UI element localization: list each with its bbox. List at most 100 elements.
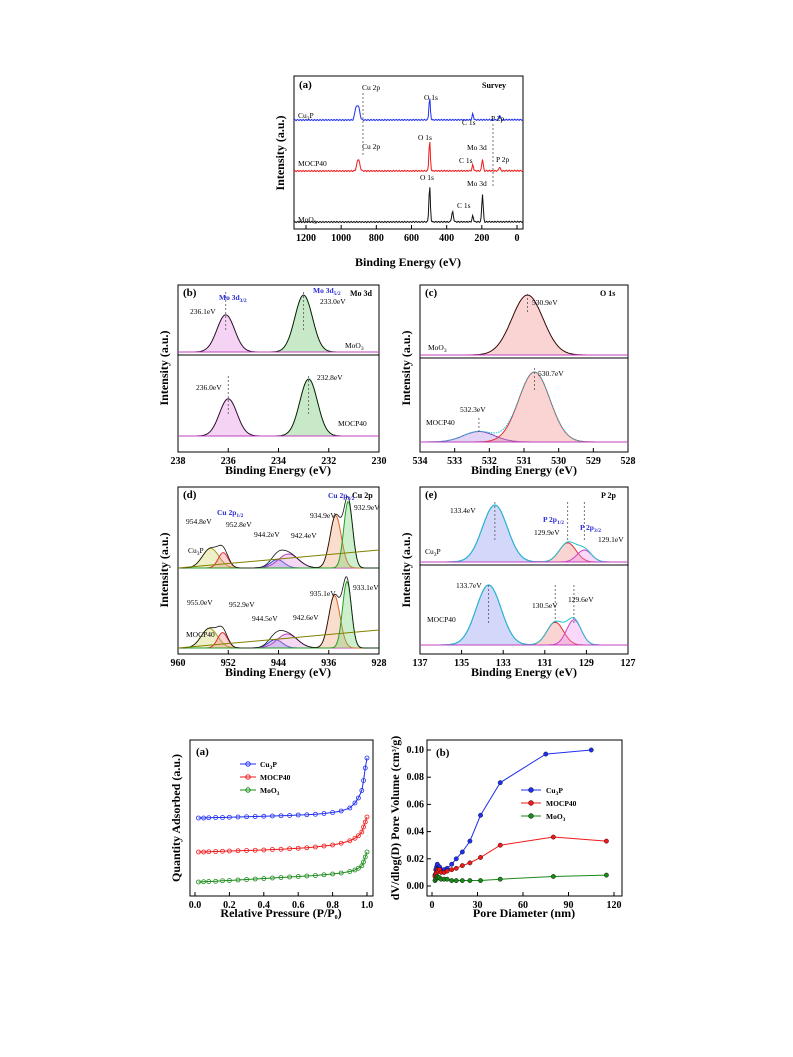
annotation: 532.3eV — [460, 405, 486, 414]
annotation: 133.7eV — [456, 581, 482, 590]
baseline — [177, 629, 380, 649]
x-axis-label: Binding Energy (eV) — [225, 665, 331, 679]
annotation: 952.8eV — [226, 520, 252, 529]
data-point — [235, 877, 241, 883]
x-tick-label: 234 — [271, 456, 286, 467]
x-tick-label: 135 — [454, 658, 469, 669]
annotation: C 1s — [457, 201, 471, 210]
data-point — [201, 849, 207, 855]
x-tick-label: 534 — [413, 456, 428, 467]
panel-label: (e) — [425, 489, 438, 501]
data-point — [278, 813, 284, 819]
legend-marker — [528, 800, 534, 806]
data-point — [269, 813, 275, 819]
legend-marker — [528, 787, 534, 793]
data-point — [261, 876, 267, 881]
data-point — [459, 863, 465, 868]
data-point — [201, 815, 207, 821]
y-tick-label: 0.04 — [407, 827, 425, 838]
y-axis-label: Intensity (a.u.) — [399, 532, 413, 607]
data-point — [449, 867, 455, 873]
data-point — [213, 815, 219, 820]
series-moo3 — [198, 851, 368, 883]
annotation: Cu 2p — [362, 142, 380, 151]
annotation: 944.5eV — [252, 614, 278, 623]
x-tick-label: 0.8 — [326, 900, 339, 911]
x-tick-label: 952 — [221, 658, 236, 669]
data-point — [347, 869, 353, 874]
panel-label: (d) — [183, 489, 197, 501]
data-point — [312, 811, 318, 817]
x-tick-label: 800 — [369, 233, 384, 244]
panel-label: (a) — [196, 746, 209, 758]
data-point — [196, 815, 201, 821]
data-point — [295, 874, 301, 879]
annotation: P 2p — [496, 155, 510, 164]
data-point — [244, 814, 250, 820]
data-point — [449, 861, 455, 867]
data-point — [497, 780, 503, 786]
data-point — [252, 876, 258, 882]
y-tick-label: 0.02 — [407, 854, 425, 865]
annotation: 530.7eV — [538, 369, 564, 378]
data-point — [467, 860, 473, 866]
data-point — [235, 848, 241, 854]
annotation: 932.9eV — [354, 503, 380, 512]
annotation: 133.4eV — [450, 506, 476, 515]
legend-label: Cu3P — [260, 760, 277, 771]
annotation: Mo 3d — [467, 143, 487, 152]
x-tick-label: 529 — [586, 456, 601, 467]
panel-label: (a) — [299, 79, 312, 91]
data-point — [261, 847, 267, 853]
annotation: 944.2eV — [254, 530, 280, 539]
x-tick-label: 60 — [518, 900, 528, 911]
data-point — [220, 848, 225, 854]
data-point — [213, 849, 219, 854]
annotation: 934.9eV — [310, 511, 336, 520]
annotation: 233.0eV — [320, 297, 346, 306]
data-point — [312, 873, 318, 878]
series-label: MoO3 — [345, 341, 364, 352]
series-label: Cu3P — [188, 546, 204, 557]
chart-title: Survey — [482, 81, 506, 90]
data-point — [278, 846, 284, 852]
x-tick-label: 131 — [537, 658, 552, 669]
data-point — [459, 849, 465, 855]
y-tick-label: 0.08 — [407, 772, 425, 783]
chart-title: P 2p — [601, 491, 616, 500]
data-point — [444, 876, 450, 882]
data-point — [206, 879, 212, 884]
annotation: Mo 3d5/2 — [313, 286, 341, 297]
annotation: C 1s — [462, 118, 476, 127]
panel-label: (c) — [425, 287, 438, 299]
data-point — [235, 814, 241, 820]
x-tick-label: 936 — [321, 658, 336, 669]
x-tick-label: 1000 — [331, 233, 351, 244]
x-tick-label: 129 — [579, 658, 594, 669]
x-tick-label: 0 — [430, 900, 435, 911]
data-point — [206, 849, 212, 855]
annotation: 130.5eV — [532, 601, 558, 610]
data-point — [453, 856, 459, 862]
annotation: 236.0eV — [196, 383, 222, 392]
x-tick-label: 232 — [321, 456, 336, 467]
annotation: 129.9eV — [534, 528, 560, 537]
y-tick-label: 0.06 — [407, 799, 425, 810]
series-label-cu3p: Cu3P — [298, 111, 314, 122]
data-point — [362, 819, 368, 825]
x-tick-label: 30 — [473, 900, 483, 911]
series-label: Cu3P — [425, 547, 441, 558]
y-axis-label: Intensity (a.u.) — [399, 330, 413, 405]
data-point — [330, 842, 336, 848]
x-axis-label: Pore Diameter (nm) — [473, 906, 575, 920]
x-tick-label: 1.0 — [361, 900, 374, 911]
data-point — [295, 845, 301, 851]
x-tick-label: 533 — [447, 456, 462, 467]
data-point — [478, 855, 483, 860]
annotation: C 1s — [459, 156, 473, 165]
data-point — [213, 878, 219, 884]
legend-marker — [245, 774, 251, 780]
